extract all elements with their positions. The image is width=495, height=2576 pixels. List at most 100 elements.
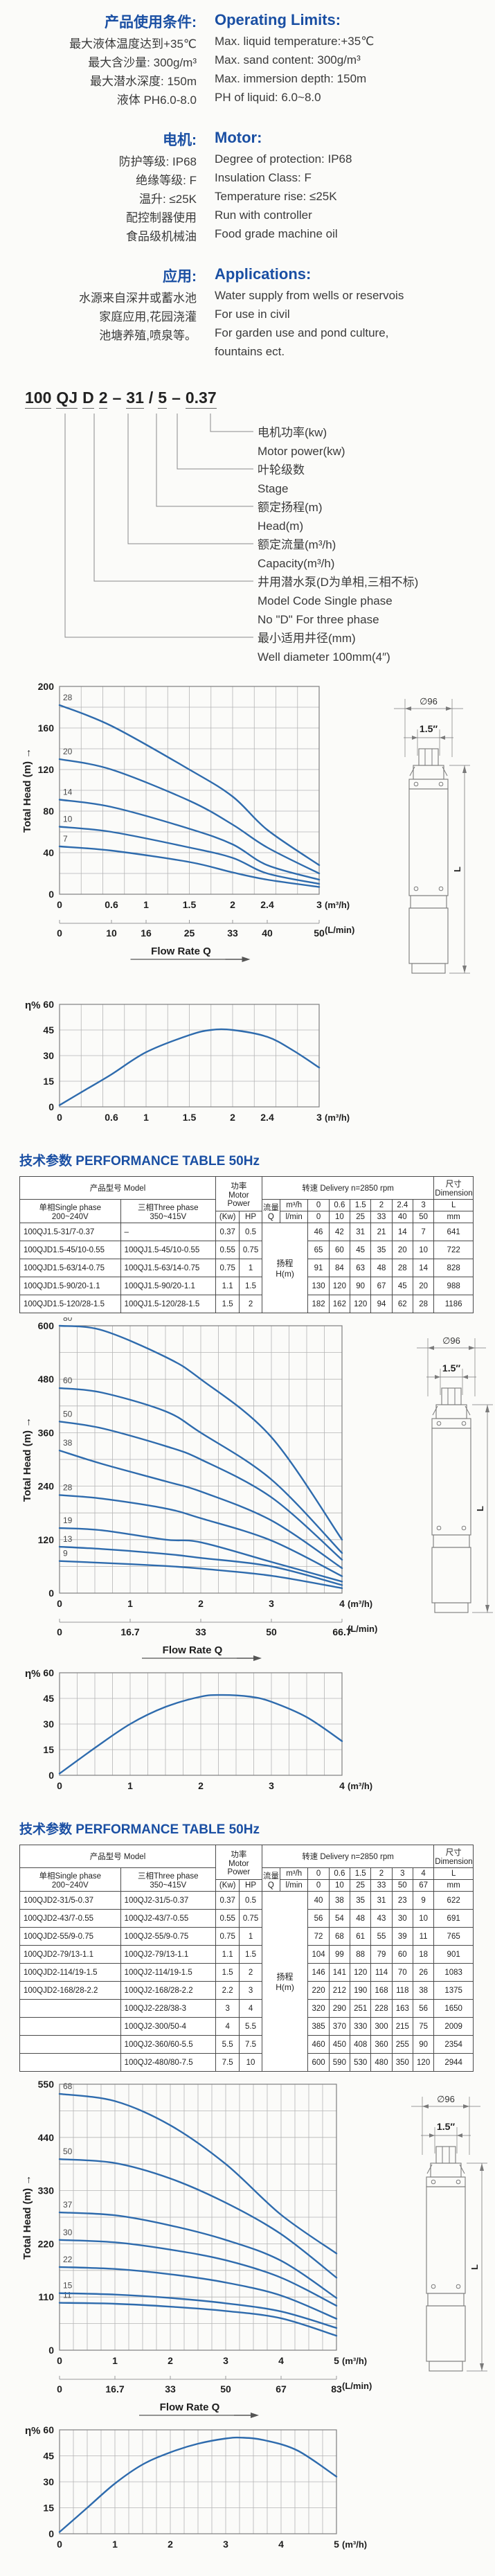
table-cell: 61 (350, 1927, 372, 1946)
svg-text:1: 1 (112, 2539, 118, 2550)
table-cell: 1650 (433, 1999, 474, 2018)
efficiency-chart-1: 0 15 30 45 60 0 0.6 1 1.5 2 2.4 3 (m³/h) η% (19, 996, 488, 1135)
table-cell: 1 (239, 1927, 262, 1946)
svg-text:550: 550 (38, 2079, 55, 2090)
table-cell: 28 (412, 1295, 435, 1313)
svg-text:∅96: ∅96 (437, 2094, 455, 2104)
table-cell: 3 (215, 1999, 240, 2018)
svg-text:0: 0 (57, 1780, 62, 1791)
svg-text:0: 0 (48, 1588, 54, 1599)
svg-text:37: 37 (63, 2200, 73, 2210)
text-line: Food grade machine oil (215, 227, 338, 240)
table-cell: 31 (350, 1223, 372, 1241)
svg-text:2: 2 (168, 2355, 173, 2366)
svg-text:30: 30 (63, 2228, 73, 2237)
svg-text:28: 28 (63, 1482, 73, 1492)
section-title-zh: 应用: (163, 269, 197, 285)
svg-text:10: 10 (63, 815, 73, 824)
table-cell (19, 2017, 121, 2036)
table-cell: 88 (350, 1945, 372, 1964)
svg-text:11: 11 (63, 2291, 72, 2300)
svg-text:3: 3 (316, 1112, 322, 1123)
svg-text:160: 160 (38, 722, 55, 734)
table-cell: 31 (370, 1891, 393, 1910)
svg-text:(m³/h): (m³/h) (342, 2539, 367, 2550)
svg-text:50: 50 (220, 2383, 231, 2395)
table-cell: 1375 (433, 1981, 474, 2000)
table-cell: 228 (370, 1999, 393, 2018)
table-cell: 2 (239, 1295, 262, 1313)
motor-en: Motor: Degree of protection: IP68 Insulat… (215, 129, 352, 246)
header-cell: 0.6 (328, 1199, 351, 1211)
text-lines: 水源来自深井或蓄水池 家庭应用,花园浇灌 池塘养殖,喷泉等。 (19, 289, 197, 345)
table-cell: 641 (433, 1223, 474, 1241)
svg-text:45: 45 (43, 2451, 54, 2462)
svg-text:η%: η% (25, 2425, 41, 2437)
header-cell: 33 (370, 1879, 393, 1892)
table-cell: 168 (370, 1981, 393, 2000)
table-cell: 72 (307, 1927, 330, 1946)
nomenclature-label: 叶轮级数 (258, 463, 305, 477)
table-cell: 100QJ2-79/13-1.1 (120, 1945, 217, 1964)
table-cell: 54 (328, 1909, 351, 1928)
text-line: Temperature rise: ≤25K (215, 190, 337, 203)
table-cell: 100QJ1.5-31/7-0.37 (19, 1223, 121, 1241)
table-cell: 100QJD1.5-90/20-1.1 (19, 1277, 121, 1295)
svg-text:(m³/h): (m³/h) (342, 2356, 367, 2366)
header-cell: l/min (279, 1879, 309, 1892)
table-cell: 330 (350, 2017, 372, 2036)
table-cell: 1.5 (215, 1295, 240, 1313)
table-cell: 146 (307, 1963, 330, 1982)
table-cell: 350 (391, 2053, 413, 2072)
svg-text:2: 2 (198, 1598, 204, 1609)
text-line: Insulation Class: F (215, 171, 312, 184)
svg-text:2.4: 2.4 (260, 899, 274, 910)
svg-text:0: 0 (57, 927, 62, 939)
header-cell: 50 (412, 1211, 435, 1223)
table-cell: 100QJD1.5-63/14-0.75 (19, 1259, 121, 1277)
table-cell: 114 (370, 1963, 393, 1982)
nomenclature-label: Motor power(kw) (258, 445, 345, 458)
performance-table-1: 产品型号 Model 功率 Motor Power 转速 Delivery n=28… (19, 1176, 488, 1313)
svg-text:50: 50 (63, 1409, 73, 1419)
nomenclature-label: No "D" For three phase (258, 613, 379, 626)
text-line: fountains ect. (215, 345, 285, 358)
table-cell: 20 (412, 1277, 435, 1295)
table-cell: 5.5 (215, 2035, 240, 2054)
header-cell: l/min (279, 1211, 309, 1223)
header-cell: 2 (370, 1867, 393, 1880)
text-line: Max. liquid temperature:+35℃ (215, 35, 375, 48)
table-cell: 4 (239, 1999, 262, 2018)
table-cell: 84 (328, 1259, 351, 1277)
table-cell: 1083 (433, 1963, 474, 1982)
table-cell: 100QJ1.5-90/20-1.1 (120, 1277, 217, 1295)
table-cell: 48 (370, 1259, 393, 1277)
svg-text:60: 60 (43, 2424, 54, 2435)
svg-text:(L/min): (L/min) (325, 925, 354, 935)
table-cell: 163 (391, 1999, 413, 2018)
svg-text:0: 0 (57, 1112, 62, 1123)
pump-outline-drawing: ∅96 1.5″ L (394, 696, 470, 974)
svg-text:Total Head (m) →: Total Head (m) → (21, 1417, 33, 1502)
header-cell: 25 (350, 1211, 372, 1223)
performance-curves-section-3: 0 110 220 330 440 550 0 1 2 3 4 5 (m³/h) Total Head (… (19, 2076, 488, 2562)
text-line: 家庭应用,花园浇灌 (99, 310, 197, 323)
model-code-segment: QJ (56, 389, 78, 409)
table-cell: 10 (412, 1241, 435, 1259)
table-cell: 60 (328, 1241, 351, 1259)
svg-text:7: 7 (63, 834, 68, 844)
table-cell: 18 (412, 1945, 435, 1964)
table-cell: 212 (328, 1981, 351, 2000)
nomenclature-label: 电机功率(kw) (258, 426, 327, 439)
svg-text:30: 30 (43, 2476, 54, 2487)
svg-text:200: 200 (38, 681, 55, 692)
table-cell: 40 (307, 1891, 330, 1910)
table-cell: 42 (328, 1223, 351, 1241)
table-cell: 104 (307, 1945, 330, 1964)
model-code-segment: 5 (158, 389, 168, 409)
table-cell: 扬程 H(m) (261, 1223, 309, 1313)
table-cell: 45 (391, 1277, 413, 1295)
